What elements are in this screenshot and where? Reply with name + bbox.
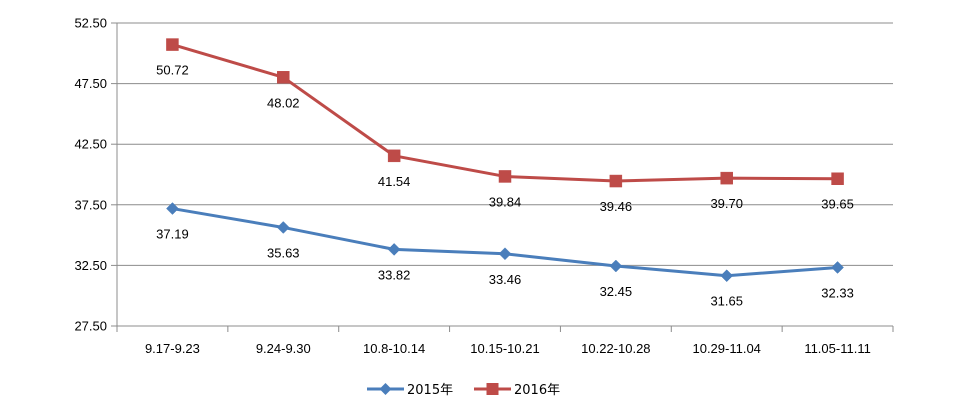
y-tick-label: 42.50 [74, 137, 107, 152]
data-point-diamond [720, 269, 734, 283]
y-tick-label: 32.50 [74, 258, 107, 273]
data-point-diamond [166, 202, 179, 215]
y-tick-label: 52.50 [74, 16, 107, 31]
data-point-diamond [276, 221, 290, 234]
x-tick-label: 10.29-11.04 [692, 341, 760, 356]
data-label: 32.33 [821, 285, 854, 300]
data-point-square [166, 38, 179, 51]
legend-item-1: 2016年 [474, 383, 560, 398]
axes [111, 22, 894, 332]
data-point-square [498, 170, 512, 183]
series-line-1 [170, 43, 840, 183]
data-label: 39.46 [600, 199, 633, 214]
data-point-diamond [498, 247, 512, 261]
data-label: 48.02 [267, 95, 300, 110]
data-point-diamond [387, 243, 401, 256]
data-labels: 37.19 35.63 33.82 33.46 32.45 31.65 32.33 50.72… [156, 63, 854, 309]
data-label: 33.82 [378, 267, 411, 282]
data-label: 33.46 [489, 272, 522, 287]
data-label: 32.45 [600, 284, 633, 299]
legend: 2015年 2016年 [367, 383, 560, 398]
data-point-diamond [831, 261, 844, 274]
data-label: 50.72 [156, 63, 189, 78]
data-point-square [720, 171, 733, 185]
data-label: 39.70 [710, 196, 743, 211]
data-point-square [387, 149, 401, 163]
data-label: 39.84 [489, 194, 522, 209]
y-tick-labels: 27.50 32.50 37.50 42.50 47.50 52.50 [74, 16, 107, 334]
data-point-square [277, 71, 290, 84]
x-tick-label: 10.15-10.21 [470, 341, 539, 356]
data-label: 35.63 [267, 245, 300, 260]
data-label: 31.65 [710, 294, 743, 309]
y-tick-label: 27.50 [74, 319, 107, 334]
legend-label: 2016年 [514, 383, 560, 398]
x-tick-label: 11.05-11.11 [804, 341, 871, 356]
data-label: 41.54 [378, 174, 411, 189]
legend-marker-square [486, 383, 499, 395]
data-point-diamond [609, 259, 623, 273]
x-tick-label: 10.8-10.14 [363, 341, 425, 356]
data-label: 37.19 [156, 227, 189, 242]
x-tick-label: 9.24-9.30 [256, 341, 311, 356]
legend-item-0: 2015年 [367, 383, 453, 398]
x-tick-labels: 9.17-9.23 9.24-9.30 10.8-10.14 10.15-10.21 1… [145, 341, 871, 356]
legend-label: 2015年 [407, 383, 453, 398]
x-tick-label: 9.17-9.23 [145, 341, 200, 356]
data-label: 39.65 [821, 197, 854, 212]
series [166, 38, 844, 283]
data-point-square [831, 172, 844, 185]
y-tick-label: 47.50 [74, 76, 107, 91]
x-tick-label: 10.22-10.28 [581, 341, 650, 356]
y-tick-label: 37.50 [74, 197, 107, 212]
gridlines [117, 22, 893, 266]
data-point-square [609, 174, 623, 188]
legend-marker-diamond [379, 383, 392, 395]
